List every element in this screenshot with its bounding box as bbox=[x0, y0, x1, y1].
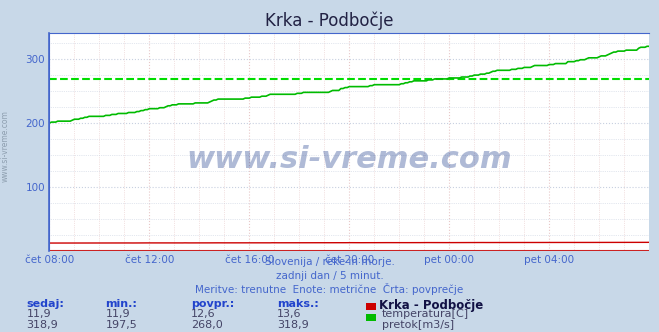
Text: Slovenija / reke in morje.: Slovenija / reke in morje. bbox=[264, 257, 395, 267]
Text: pretok[m3/s]: pretok[m3/s] bbox=[382, 320, 453, 330]
Text: 318,9: 318,9 bbox=[277, 320, 308, 330]
Text: www.si-vreme.com: www.si-vreme.com bbox=[186, 145, 512, 174]
Text: Krka - Podbočje: Krka - Podbočje bbox=[266, 12, 393, 30]
Text: 12,6: 12,6 bbox=[191, 309, 215, 319]
Text: povpr.:: povpr.: bbox=[191, 299, 235, 309]
Text: sedaj:: sedaj: bbox=[26, 299, 64, 309]
Text: Krka - Podbočje: Krka - Podbočje bbox=[379, 299, 483, 312]
Text: 11,9: 11,9 bbox=[26, 309, 51, 319]
Text: 13,6: 13,6 bbox=[277, 309, 301, 319]
Text: maks.:: maks.: bbox=[277, 299, 318, 309]
Text: min.:: min.: bbox=[105, 299, 137, 309]
Text: zadnji dan / 5 minut.: zadnji dan / 5 minut. bbox=[275, 271, 384, 281]
Text: 11,9: 11,9 bbox=[105, 309, 130, 319]
Text: 318,9: 318,9 bbox=[26, 320, 58, 330]
Text: 197,5: 197,5 bbox=[105, 320, 137, 330]
Text: 268,0: 268,0 bbox=[191, 320, 223, 330]
Text: Meritve: trenutne  Enote: metrične  Črta: povprečje: Meritve: trenutne Enote: metrične Črta: … bbox=[195, 283, 464, 295]
Text: www.si-vreme.com: www.si-vreme.com bbox=[1, 110, 10, 182]
Text: temperatura[C]: temperatura[C] bbox=[382, 309, 469, 319]
